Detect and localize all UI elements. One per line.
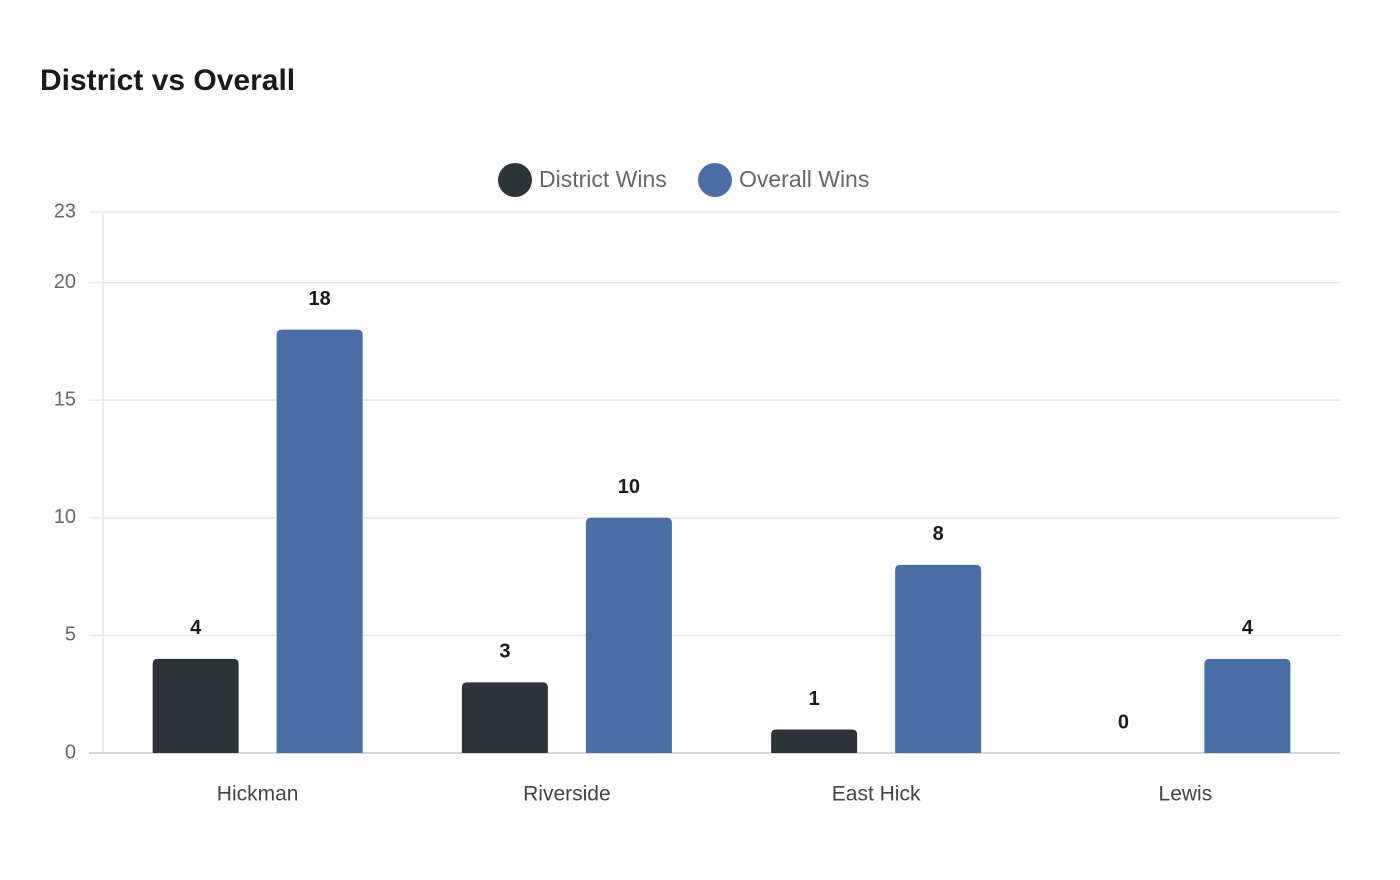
x-tick-label: East Hick bbox=[832, 783, 921, 806]
x-tick-label: Riverside bbox=[523, 783, 611, 806]
bar bbox=[771, 729, 858, 753]
y-tick-label: 23 bbox=[54, 200, 76, 222]
value-label: 18 bbox=[309, 288, 331, 310]
value-label: 0 bbox=[1118, 711, 1129, 733]
value-label: 4 bbox=[1242, 617, 1254, 639]
value-label: 4 bbox=[190, 617, 202, 639]
bar bbox=[585, 517, 672, 753]
legend-marker bbox=[498, 163, 532, 197]
y-tick-label: 0 bbox=[65, 741, 76, 763]
legend-label: District Wins bbox=[539, 166, 667, 192]
legend-label: Overall Wins bbox=[739, 166, 869, 192]
y-tick-label: 20 bbox=[54, 271, 76, 293]
value-label: 8 bbox=[933, 523, 944, 545]
bar bbox=[895, 564, 982, 753]
bar bbox=[1204, 658, 1291, 753]
value-label: 1 bbox=[809, 688, 820, 710]
chart-title: District vs Overall bbox=[40, 64, 295, 97]
y-tick-label: 15 bbox=[54, 388, 76, 410]
y-tick-label: 10 bbox=[54, 506, 76, 528]
legend-marker bbox=[698, 163, 732, 197]
bar bbox=[152, 658, 239, 753]
x-tick-label: Hickman bbox=[217, 783, 299, 806]
value-label: 3 bbox=[499, 641, 510, 663]
value-label: 10 bbox=[618, 476, 640, 498]
y-tick-label: 5 bbox=[65, 624, 76, 646]
bar bbox=[461, 682, 548, 753]
bar bbox=[276, 329, 363, 753]
x-tick-label: Lewis bbox=[1159, 783, 1213, 806]
